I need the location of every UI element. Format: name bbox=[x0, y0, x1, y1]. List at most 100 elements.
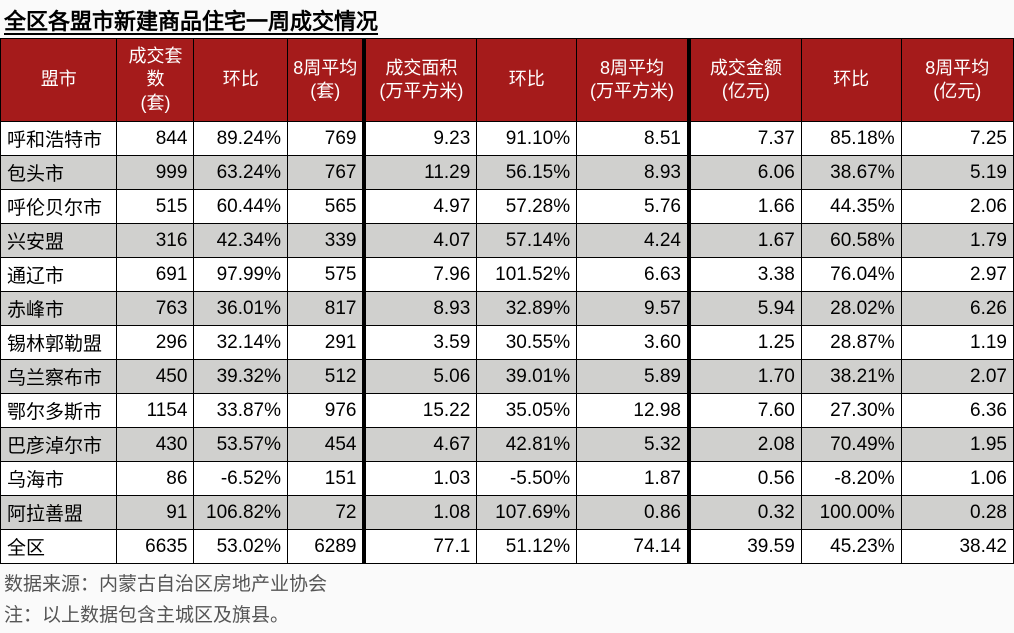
cell-a_8w: 74.14 bbox=[577, 530, 689, 564]
table-row: 锡林郭勒盟29632.14%2913.5930.55%3.601.2528.87… bbox=[1, 326, 1014, 360]
cell-u_hb: 89.24% bbox=[194, 122, 288, 156]
cell-area: 1.03 bbox=[364, 462, 476, 496]
cell-amt: 6.06 bbox=[689, 156, 801, 190]
cell-m_hb: -8.20% bbox=[801, 462, 901, 496]
cell-m_hb: 100.00% bbox=[801, 496, 901, 530]
cell-m_hb: 44.35% bbox=[801, 190, 901, 224]
cell-m_hb: 27.30% bbox=[801, 394, 901, 428]
cell-a_hb: 101.52% bbox=[477, 258, 577, 292]
cell-amt: 2.08 bbox=[689, 428, 801, 462]
cell-m_8w: 6.36 bbox=[901, 394, 1013, 428]
cell-amt: 7.37 bbox=[689, 122, 801, 156]
cell-amt: 3.38 bbox=[689, 258, 801, 292]
cell-u_8w: 151 bbox=[288, 462, 365, 496]
cell-m_hb: 60.58% bbox=[801, 224, 901, 258]
cell-area: 1.08 bbox=[364, 496, 476, 530]
cell-u_hb: 106.82% bbox=[194, 496, 288, 530]
col-header-city: 盟市 bbox=[1, 39, 117, 122]
footer-source: 数据来源：内蒙古自治区房地产业协会 bbox=[4, 570, 1010, 600]
col-header-a_hb: 环比 bbox=[477, 39, 577, 122]
cell-u_8w: 817 bbox=[288, 292, 365, 326]
cell-units: 763 bbox=[117, 292, 194, 326]
cell-area: 5.06 bbox=[364, 360, 476, 394]
cell-a_hb: 107.69% bbox=[477, 496, 577, 530]
cell-amt: 1.70 bbox=[689, 360, 801, 394]
cell-u_8w: 291 bbox=[288, 326, 365, 360]
cell-m_hb: 28.87% bbox=[801, 326, 901, 360]
cell-m_8w: 5.19 bbox=[901, 156, 1013, 190]
cell-units: 86 bbox=[117, 462, 194, 496]
footer-note: 注：以上数据包含主城区及旗县。 bbox=[4, 601, 1010, 631]
cell-area: 8.93 bbox=[364, 292, 476, 326]
cell-u_hb: 36.01% bbox=[194, 292, 288, 326]
cell-u_hb: 39.32% bbox=[194, 360, 288, 394]
cell-a_hb: 57.28% bbox=[477, 190, 577, 224]
cell-area: 77.1 bbox=[364, 530, 476, 564]
cell-amt: 39.59 bbox=[689, 530, 801, 564]
col-header-u_8w: 8周平均(套) bbox=[288, 39, 365, 122]
cell-area: 9.23 bbox=[364, 122, 476, 156]
col-header-amt: 成交金额(亿元) bbox=[689, 39, 801, 122]
table-row: 阿拉善盟91106.82%721.08107.69%0.860.32100.00… bbox=[1, 496, 1014, 530]
cell-area: 11.29 bbox=[364, 156, 476, 190]
cell-a_8w: 5.32 bbox=[577, 428, 689, 462]
cell-amt: 7.60 bbox=[689, 394, 801, 428]
cell-amt: 1.67 bbox=[689, 224, 801, 258]
cell-area: 4.67 bbox=[364, 428, 476, 462]
cell-amt: 1.25 bbox=[689, 326, 801, 360]
col-header-units: 成交套数(套) bbox=[117, 39, 194, 122]
cell-units: 430 bbox=[117, 428, 194, 462]
col-header-a_8w: 8周平均(万平方米) bbox=[577, 39, 689, 122]
cell-m_8w: 38.42 bbox=[901, 530, 1013, 564]
cell-u_hb: 60.44% bbox=[194, 190, 288, 224]
cell-area: 4.07 bbox=[364, 224, 476, 258]
cell-m_8w: 6.26 bbox=[901, 292, 1013, 326]
cell-u_8w: 767 bbox=[288, 156, 365, 190]
table-row: 包头市99963.24%76711.2956.15%8.936.0638.67%… bbox=[1, 156, 1014, 190]
cell-a_8w: 1.87 bbox=[577, 462, 689, 496]
cell-u_8w: 769 bbox=[288, 122, 365, 156]
cell-m_8w: 1.79 bbox=[901, 224, 1013, 258]
cell-u_8w: 72 bbox=[288, 496, 365, 530]
cell-units: 515 bbox=[117, 190, 194, 224]
cell-city: 乌海市 bbox=[1, 462, 117, 496]
table-row: 乌海市86-6.52%1511.03-5.50%1.870.56-8.20%1.… bbox=[1, 462, 1014, 496]
cell-m_8w: 1.06 bbox=[901, 462, 1013, 496]
cell-city: 乌兰察布市 bbox=[1, 360, 117, 394]
cell-u_8w: 339 bbox=[288, 224, 365, 258]
cell-area: 4.97 bbox=[364, 190, 476, 224]
table-header-row: 盟市成交套数(套)环比8周平均(套)成交面积(万平方米)环比8周平均(万平方米)… bbox=[1, 39, 1014, 122]
cell-m_hb: 45.23% bbox=[801, 530, 901, 564]
table-row: 乌兰察布市45039.32%5125.0639.01%5.891.7038.21… bbox=[1, 360, 1014, 394]
cell-units: 450 bbox=[117, 360, 194, 394]
cell-m_8w: 7.25 bbox=[901, 122, 1013, 156]
cell-amt: 0.32 bbox=[689, 496, 801, 530]
cell-a_8w: 4.24 bbox=[577, 224, 689, 258]
cell-area: 3.59 bbox=[364, 326, 476, 360]
cell-city: 呼和浩特市 bbox=[1, 122, 117, 156]
cell-units: 6635 bbox=[117, 530, 194, 564]
cell-city: 巴彦淖尔市 bbox=[1, 428, 117, 462]
cell-m_hb: 38.21% bbox=[801, 360, 901, 394]
cell-city: 赤峰市 bbox=[1, 292, 117, 326]
cell-u_8w: 6289 bbox=[288, 530, 365, 564]
cell-u_hb: 63.24% bbox=[194, 156, 288, 190]
table-title: 全区各盟市新建商品住宅一周成交情况 bbox=[0, 0, 1014, 38]
cell-city: 呼伦贝尔市 bbox=[1, 190, 117, 224]
table-row: 鄂尔多斯市115433.87%97615.2235.05%12.987.6027… bbox=[1, 394, 1014, 428]
cell-a_8w: 5.89 bbox=[577, 360, 689, 394]
cell-u_hb: 32.14% bbox=[194, 326, 288, 360]
cell-city: 锡林郭勒盟 bbox=[1, 326, 117, 360]
cell-u_hb: 53.57% bbox=[194, 428, 288, 462]
cell-u_8w: 575 bbox=[288, 258, 365, 292]
cell-units: 316 bbox=[117, 224, 194, 258]
cell-m_hb: 28.02% bbox=[801, 292, 901, 326]
table-row: 呼和浩特市84489.24%7699.2391.10%8.517.3785.18… bbox=[1, 122, 1014, 156]
col-header-u_hb: 环比 bbox=[194, 39, 288, 122]
cell-u_hb: 33.87% bbox=[194, 394, 288, 428]
cell-city: 包头市 bbox=[1, 156, 117, 190]
cell-units: 691 bbox=[117, 258, 194, 292]
cell-city: 阿拉善盟 bbox=[1, 496, 117, 530]
cell-m_8w: 0.28 bbox=[901, 496, 1013, 530]
cell-m_hb: 38.67% bbox=[801, 156, 901, 190]
